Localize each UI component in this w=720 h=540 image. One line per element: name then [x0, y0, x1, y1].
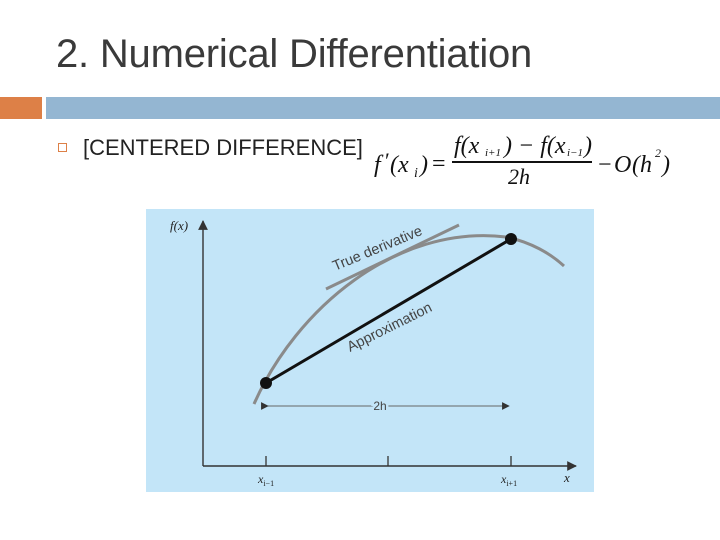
tick-left-x: x: [257, 472, 264, 486]
tangent-line: [325, 223, 460, 291]
formula-err-close: ): [662, 152, 670, 178]
formula-lhs-sub: i: [414, 166, 418, 181]
formula-err-open: (h: [632, 152, 652, 178]
slide-title: 2. Numerical Differentiation: [56, 32, 533, 76]
formula-lhs-arg: (x: [390, 152, 409, 178]
y-axis-label: f(x): [170, 218, 188, 233]
tick-right-label: xi+1: [500, 472, 517, 488]
title-rule-accent: [0, 97, 42, 119]
bullet-item: [CENTERED DIFFERENCE]: [58, 134, 378, 170]
tick-right-sub: i+1: [506, 479, 517, 488]
formula-num-b-sub: i−1: [567, 147, 583, 159]
formula-minus: −: [598, 152, 612, 178]
formula-err-exp: 2: [655, 146, 661, 160]
fraction-bar: [452, 161, 592, 163]
formula-num-a-sub: i+1: [485, 147, 501, 159]
derivative-figure: f(x) x True derivative Approximation 2h …: [146, 209, 594, 492]
derivative-diagram: f(x) x True derivative Approximation 2h …: [170, 218, 577, 488]
formula-lhs-close: ): [420, 152, 428, 178]
title-rule-bar: [46, 97, 720, 119]
formula-lhs-prime: ′: [385, 148, 390, 173]
formula-lhs-f: f: [374, 152, 381, 178]
point-left: [260, 377, 272, 389]
centered-difference-formula: f ′ (x i ) = f(x i+1 ) − f(x i−1 ) 2h − …: [370, 133, 680, 204]
tick-right-x: x: [500, 472, 507, 486]
interval-label: 2h: [373, 399, 386, 413]
x-axis-label: x: [563, 470, 570, 485]
formula-order-O: O: [614, 152, 632, 178]
formula-num-a: f(x: [454, 133, 480, 159]
function-curve: [252, 234, 566, 405]
bullet-text: [CENTERED DIFFERENCE]: [83, 135, 363, 160]
formula-num-close: ): [584, 133, 592, 159]
formula-denominator: 2h: [508, 164, 530, 189]
tick-left-sub: i−1: [263, 479, 274, 488]
secant-line: [265, 237, 512, 385]
formula-equals: =: [432, 151, 446, 177]
point-right: [505, 233, 517, 245]
formula-num-mid: ) − f(x: [504, 133, 566, 159]
interval-label-halo: 2h: [373, 399, 386, 413]
tick-left-label: xi−1: [257, 472, 274, 488]
interval-label-text: 2h: [373, 399, 386, 413]
square-bullet-icon: [58, 143, 67, 152]
